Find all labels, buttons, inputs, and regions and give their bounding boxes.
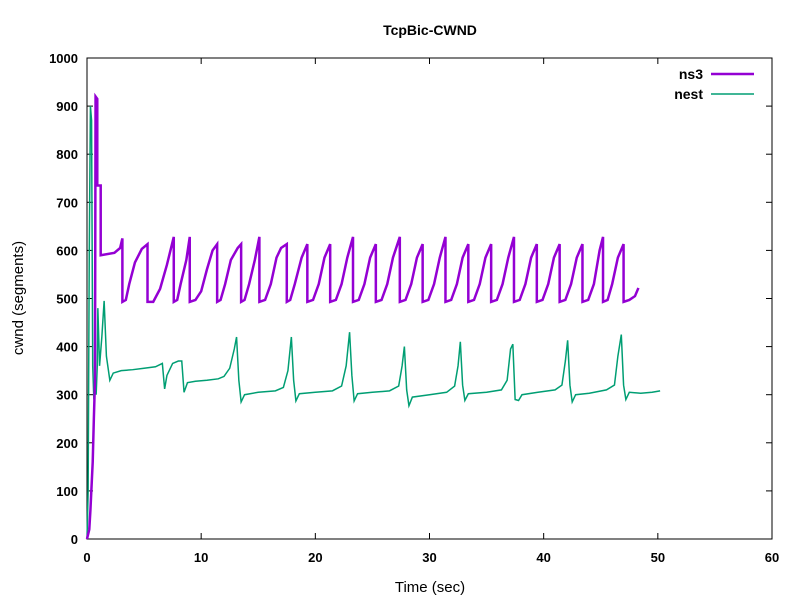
y-axis: 0 100 200 300 400 500 600 700 800 900 1000 <box>49 51 772 547</box>
y-tick-label: 800 <box>56 147 78 162</box>
y-tick-label: 100 <box>56 484 78 499</box>
y-tick-label: 0 <box>71 532 78 547</box>
y-tick-label: 300 <box>56 388 78 403</box>
legend-entry-ns3: ns3 <box>679 66 703 82</box>
x-tick-label: 40 <box>536 550 550 565</box>
legend: ns3 nest <box>674 66 754 102</box>
y-tick-label: 600 <box>56 243 78 258</box>
x-tick-label: 30 <box>422 550 436 565</box>
series-group <box>85 92 661 540</box>
y-tick-label: 1000 <box>49 51 78 66</box>
x-tick-label: 50 <box>651 550 665 565</box>
x-axis: 0 10 20 30 40 50 60 <box>83 58 779 565</box>
chart-title: TcpBic-CWND <box>383 22 477 38</box>
x-tick-label: 60 <box>765 550 779 565</box>
y-tick-label: 700 <box>56 195 78 210</box>
y-tick-label: 500 <box>56 292 78 307</box>
x-axis-label: Time (sec) <box>395 579 465 596</box>
series-line-ns3 <box>85 92 640 540</box>
x-tick-label: 20 <box>308 550 322 565</box>
y-axis-label: cwnd (segments) <box>10 241 27 355</box>
x-tick-label: 10 <box>194 550 208 565</box>
x-tick-label: 0 <box>83 550 90 565</box>
y-tick-label: 900 <box>56 99 78 114</box>
y-tick-label: 400 <box>56 340 78 355</box>
legend-entry-nest: nest <box>674 86 703 102</box>
series-line-nest <box>86 106 661 540</box>
y-tick-label: 200 <box>56 436 78 451</box>
